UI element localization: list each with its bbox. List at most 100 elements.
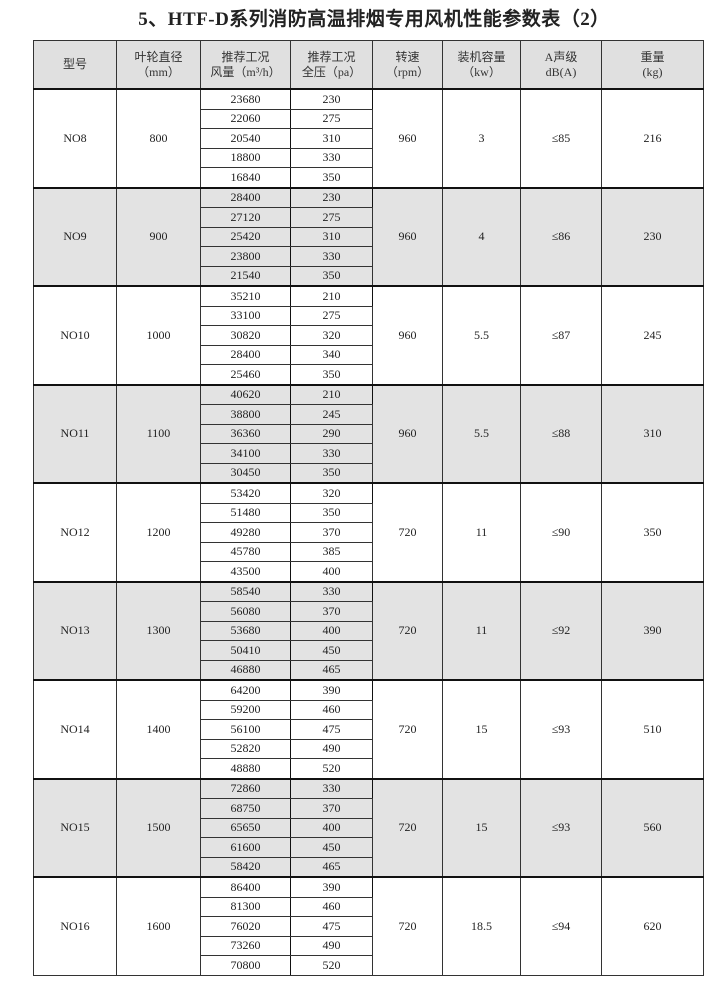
weight-cell: 245 [601,285,704,385]
pressure-cell: 475 [290,719,373,740]
pressure-cell: 350 [290,364,373,385]
table-row: 27120 275 [34,207,704,228]
speed-cell: 960 [372,383,443,484]
noise-cell: ≤88 [520,383,602,484]
airflow-cell: 25420 [200,226,291,247]
airflow-cell: 59200 [200,699,291,720]
pressure-cell: 370 [290,798,373,819]
pressure-cell: 370 [290,601,373,622]
table-row: NO9 900 28400 230 960 4 ≤86 230 [33,186,704,287]
airflow-cell: 68750 [200,798,291,819]
table-row: 53680 400 [34,620,704,641]
model-cell: NO9 [33,186,117,287]
model-cell: NO16 [33,876,117,976]
pressure-cell: 490 [290,935,373,956]
table-row: NO16 1600 86400 390 720 18.5 ≤94 620 [33,876,704,976]
pressure-cell: 275 [290,108,373,129]
model-cell: NO8 [33,88,117,188]
airflow-cell: 30450 [200,462,291,484]
diameter-cell: 1500 [116,777,201,878]
pressure-cell: 230 [290,88,373,110]
noise-cell: ≤86 [520,186,602,287]
header-line1: 推荐工况 [307,49,356,64]
diameter-cell: 900 [116,186,201,287]
table-row: 25420 310 [34,226,704,247]
table-row: 28400 340 [34,344,704,365]
airflow-cell: 49280 [200,522,291,543]
weight-cell: 510 [601,679,704,779]
diameter-cell: 1300 [116,580,201,681]
model-cell: NO12 [33,482,117,582]
airflow-cell: 27120 [200,207,291,228]
pressure-cell: 465 [290,856,373,878]
pressure-cell: 400 [290,817,373,838]
table-row: 18800 330 [34,147,704,168]
diameter-cell: 1600 [116,876,201,976]
header-weight: 重量 (kg) [601,40,704,90]
noise-cell: ≤92 [520,580,602,681]
power-cell: 15 [442,777,521,878]
header-line2: 全压（pa） [301,64,362,79]
power-cell: 5.5 [442,383,521,484]
table-row: 50410 450 [34,640,704,661]
header-row: 型号 叶轮直径 （mm） 推荐工况 风量（m³/h） 推荐工况 全压（pa） 转速 （rpm）装… [33,40,704,90]
pressure-cell: 450 [290,640,373,661]
speed-cell: 720 [372,876,443,976]
airflow-cell: 20540 [200,128,291,149]
pressure-cell: 310 [290,128,373,149]
header-line2: （kw） [462,64,501,79]
pressure-cell: 370 [290,522,373,543]
header-line1: 重量 [640,49,665,64]
airflow-cell: 23680 [200,88,291,110]
table-row: NO12 1200 53420 320 720 11 ≤90 350 [33,482,704,582]
airflow-cell: 73260 [200,935,291,956]
diameter-cell: 1200 [116,482,201,582]
pressure-cell: 450 [290,837,373,858]
header-line2: 风量（m³/h） [210,64,281,79]
pressure-cell: 340 [290,344,373,365]
airflow-cell: 30820 [200,325,291,346]
airflow-cell: 61600 [200,837,291,858]
table-row: 59200 460 [34,699,704,720]
pressure-cell: 210 [290,383,373,405]
pressure-cell: 400 [290,620,373,641]
header-model: 型号 [33,40,117,90]
table-row: 56080 370 [34,601,704,622]
speed-cell: 720 [372,777,443,878]
airflow-cell: 58420 [200,856,291,878]
pressure-cell: 350 [290,167,373,188]
power-cell: 4 [442,186,521,287]
header-line2: （mm） [137,64,180,79]
airflow-cell: 34100 [200,443,291,464]
header-line2: (kg) [642,64,663,79]
airflow-cell: 16840 [200,167,291,188]
model-cell: NO11 [33,383,117,484]
model-cell: NO15 [33,777,117,878]
diameter-cell: 1400 [116,679,201,779]
airflow-cell: 45780 [200,541,291,562]
airflow-cell: 48880 [200,758,291,779]
airflow-cell: 28400 [200,344,291,365]
pressure-cell: 275 [290,207,373,228]
power-cell: 11 [442,580,521,681]
airflow-cell: 43500 [200,561,291,582]
weight-cell: 310 [601,383,704,484]
speed-cell: 720 [372,679,443,779]
noise-cell: ≤85 [520,88,602,188]
airflow-cell: 35210 [200,285,291,307]
airflow-cell: 28400 [200,186,291,208]
airflow-cell: 56100 [200,719,291,740]
airflow-cell: 72860 [200,777,291,799]
airflow-cell: 53680 [200,620,291,641]
airflow-cell: 58540 [200,580,291,602]
table-row: 70800 520 [34,955,704,976]
power-cell: 3 [442,88,521,188]
pressure-cell: 460 [290,699,373,720]
table-row: 48880 520 [34,758,704,779]
noise-cell: ≤94 [520,876,602,976]
pressure-cell: 330 [290,777,373,799]
airflow-cell: 38800 [200,404,291,425]
speed-cell: 960 [372,285,443,385]
speed-cell: 720 [372,482,443,582]
pressure-cell: 320 [290,482,373,504]
